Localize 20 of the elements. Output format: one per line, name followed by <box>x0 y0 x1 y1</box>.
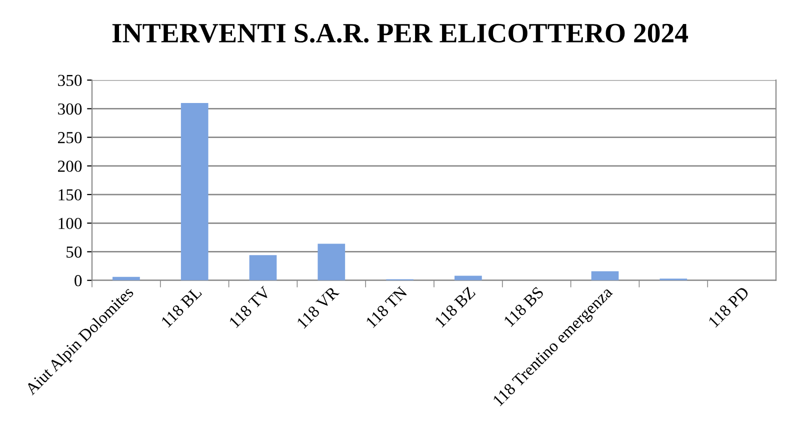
y-tick-label: 150 <box>58 189 82 200</box>
y-tick-label: 50 <box>66 246 82 258</box>
y-tick-label: 250 <box>58 132 82 144</box>
x-tick-label: 118 TN <box>365 286 408 328</box>
chart-title: INTERVENTI S.A.R. PER ELICOTTERO 2024 <box>112 24 688 43</box>
bar <box>591 271 619 280</box>
y-tick-label: 200 <box>58 160 82 172</box>
y-tick-label: 300 <box>58 103 82 115</box>
x-tick-label: 118 BZ <box>434 286 476 328</box>
y-tick-label: 350 <box>58 74 82 86</box>
x-tick-label: 118 TV <box>228 286 272 328</box>
x-tick-label: 118 BL <box>160 286 202 328</box>
y-tick-label: 0 <box>74 275 82 286</box>
x-tick-label: 118 BS <box>503 286 544 328</box>
bar <box>318 244 346 280</box>
bar <box>180 102 208 280</box>
bar <box>249 255 277 280</box>
y-tick-label: 100 <box>58 218 82 230</box>
x-tick-label: 118 PD <box>708 286 750 328</box>
x-tick-label: 118 VR <box>296 286 340 329</box>
